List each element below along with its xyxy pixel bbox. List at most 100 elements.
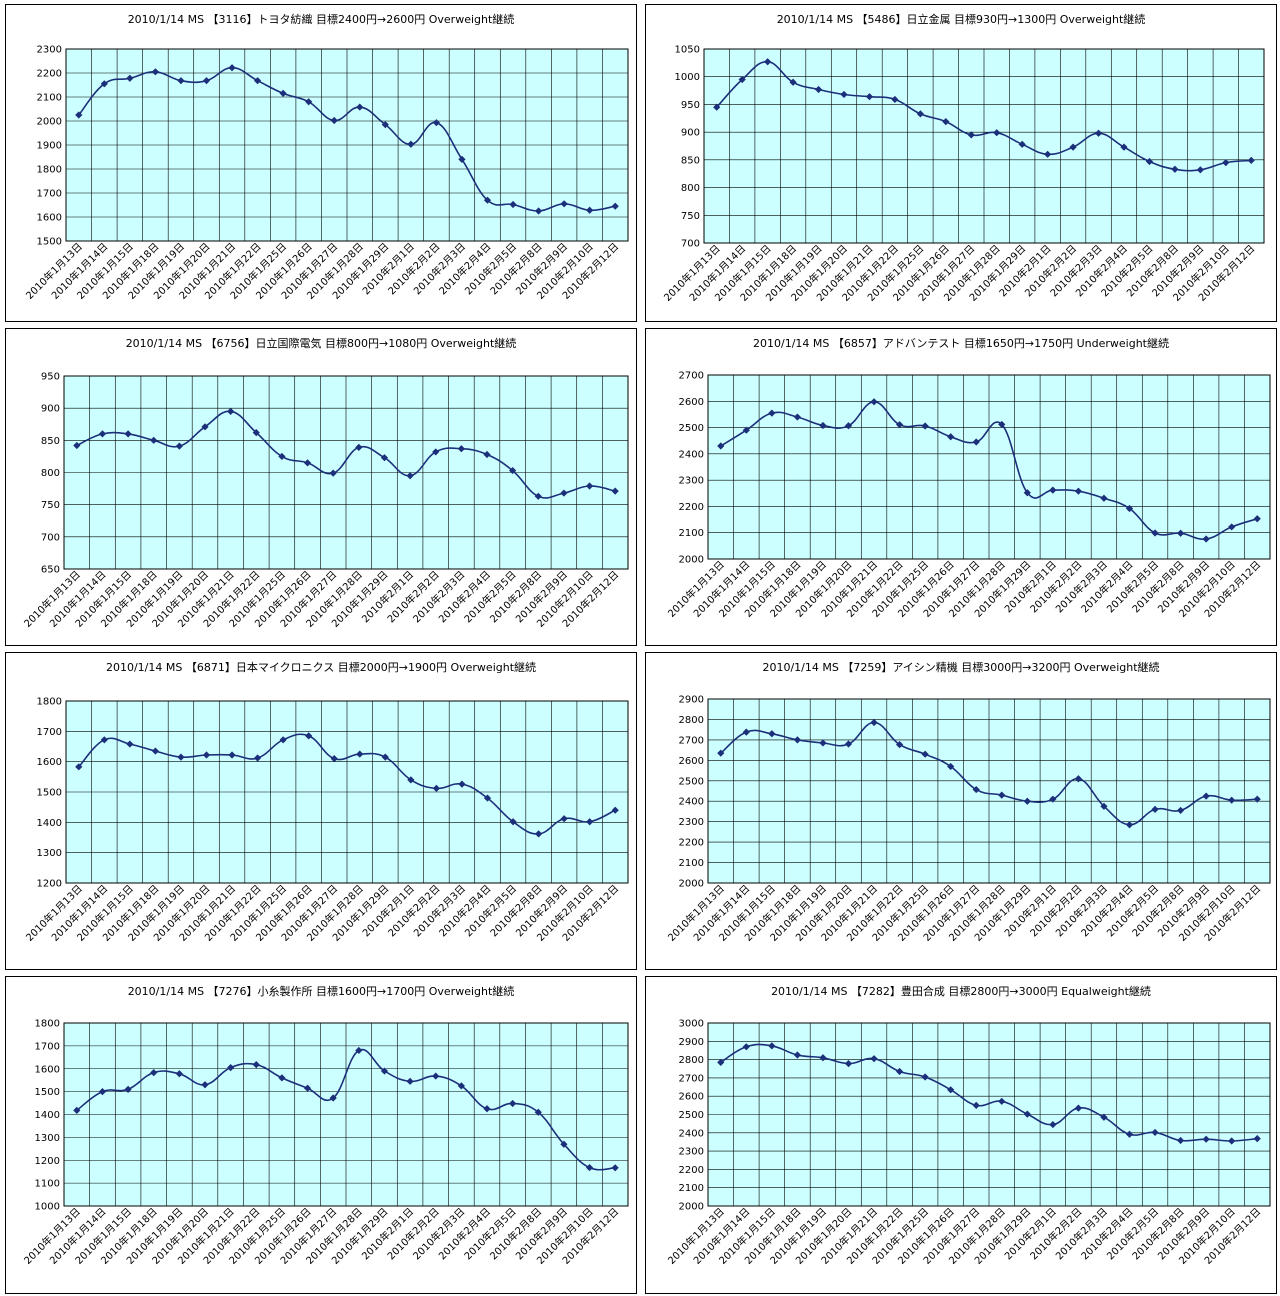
- y-tick-label: 2700: [679, 371, 704, 382]
- data-point: [177, 77, 185, 85]
- data-point: [972, 438, 980, 446]
- chart-panel-6: 2010/1/14 MS 【7276】小糸製作所 目標1600円→1700円 O…: [5, 976, 637, 1294]
- data-point: [356, 750, 364, 758]
- data-point: [1228, 796, 1236, 804]
- data-point: [381, 121, 389, 129]
- data-point: [124, 1085, 132, 1093]
- chart-panel-2: 2010/1/14 MS 【6756】日立国際電気 目標800円→1080円 O…: [5, 328, 637, 646]
- y-tick-label: 1050: [675, 45, 700, 56]
- data-point: [201, 423, 209, 431]
- chart-panel-5: 2010/1/14 MS 【7259】アイシン精機 目標3000円→3200円 …: [645, 652, 1277, 970]
- y-tick-label: 2600: [679, 397, 704, 408]
- data-point: [151, 68, 160, 76]
- data-point: [355, 1046, 363, 1055]
- y-tick-label: 2800: [679, 1055, 704, 1066]
- y-tick-label: 2000: [679, 555, 704, 566]
- chart-svg: 2010/1/14 MS 【3116】トヨタ紡織 目標2400円→2600円 O…: [23, 12, 629, 302]
- y-tick-label: 2200: [679, 1165, 704, 1176]
- data-point: [819, 421, 827, 430]
- data-point: [279, 89, 287, 97]
- y-tick-label: 2400: [679, 797, 704, 808]
- data-point: [611, 202, 619, 210]
- y-tick-label: 1800: [37, 697, 62, 708]
- y-tick-label: 1400: [37, 818, 62, 829]
- y-tick-label: 3000: [679, 1019, 704, 1030]
- y-tick-label: 1600: [35, 1064, 60, 1075]
- data-point: [1151, 1128, 1159, 1137]
- data-point: [1247, 156, 1255, 165]
- data-point: [407, 140, 415, 148]
- chart-panel-0: 2010/1/14 MS 【3116】トヨタ紡織 目標2400円→2600円 O…: [5, 4, 637, 322]
- data-point: [865, 93, 874, 101]
- data-point: [100, 736, 108, 744]
- y-tick-label: 850: [41, 436, 60, 447]
- y-tick-label: 2100: [679, 528, 704, 539]
- data-point: [1018, 140, 1026, 148]
- data-point: [967, 131, 975, 139]
- y-tick-label: 1300: [37, 848, 62, 859]
- data-point: [611, 1164, 619, 1172]
- y-tick-label: 1800: [37, 165, 62, 176]
- y-tick-label: 900: [681, 128, 700, 139]
- data-point: [534, 830, 543, 838]
- data-point: [1145, 157, 1154, 166]
- data-point: [1222, 159, 1230, 167]
- data-point: [611, 806, 619, 814]
- data-point: [921, 1073, 929, 1081]
- data-point: [407, 776, 415, 784]
- y-tick-label: 1600: [37, 213, 62, 224]
- chart-title: 2010/1/14 MS 【6857】アドバンテスト 目標1650円→1750円…: [753, 336, 1169, 350]
- y-tick-label: 2600: [679, 756, 704, 767]
- y-tick-label: 2300: [679, 1147, 704, 1158]
- y-tick-label: 2800: [679, 715, 704, 726]
- data-point: [278, 452, 286, 461]
- data-point: [1125, 1130, 1134, 1138]
- y-tick-label: 1900: [37, 141, 62, 152]
- data-point: [432, 1072, 440, 1080]
- data-point: [1094, 129, 1103, 137]
- series-line: [720, 721, 1258, 826]
- data-point: [738, 75, 746, 84]
- series-line: [720, 1043, 1258, 1142]
- data-point: [972, 785, 980, 794]
- y-tick-label: 2200: [37, 69, 62, 80]
- data-point: [150, 1069, 158, 1077]
- chart-title: 2010/1/14 MS 【6871】日本マイクロニクス 目標2000円→190…: [106, 660, 536, 674]
- data-point: [768, 730, 776, 738]
- y-tick-label: 900: [41, 404, 60, 415]
- data-point: [789, 78, 797, 86]
- data-point: [844, 740, 853, 748]
- data-point: [585, 1163, 594, 1172]
- series-line: [76, 410, 616, 499]
- y-tick-label: 2300: [37, 45, 62, 56]
- chart-title: 2010/1/14 MS 【7259】アイシン精機 目標3000円→3200円 …: [762, 660, 1159, 674]
- chart-svg: 2010/1/14 MS 【6857】アドバンテスト 目標1650円→1750円…: [665, 336, 1271, 620]
- y-tick-label: 2000: [679, 1202, 704, 1213]
- data-point: [998, 791, 1006, 799]
- chart-svg: 2010/1/14 MS 【6756】日立国際電気 目標800円→1080円 O…: [21, 336, 629, 630]
- y-tick-label: 1000: [35, 1202, 60, 1213]
- data-point: [560, 200, 568, 208]
- data-point: [1171, 165, 1179, 173]
- y-tick-label: 850: [681, 155, 700, 166]
- data-point: [742, 1043, 750, 1051]
- data-point: [126, 74, 134, 82]
- chart-panel-4: 2010/1/14 MS 【6871】日本マイクロニクス 目標2000円→190…: [5, 652, 637, 970]
- data-point: [947, 1086, 955, 1094]
- data-point: [75, 111, 83, 119]
- data-point: [1069, 143, 1077, 151]
- data-point: [1074, 487, 1083, 495]
- data-point: [303, 1084, 312, 1092]
- data-point: [1202, 535, 1210, 543]
- data-point: [1100, 1113, 1108, 1121]
- y-tick-label: 1200: [37, 879, 62, 890]
- data-point: [1044, 150, 1052, 158]
- data-point: [1176, 529, 1185, 537]
- data-point: [253, 77, 262, 85]
- y-tick-label: 1600: [37, 757, 62, 768]
- y-tick-label: 2100: [679, 858, 704, 869]
- data-point: [921, 750, 929, 758]
- y-tick-label: 2900: [679, 1037, 704, 1048]
- data-point: [840, 90, 848, 99]
- data-point: [1049, 1120, 1057, 1129]
